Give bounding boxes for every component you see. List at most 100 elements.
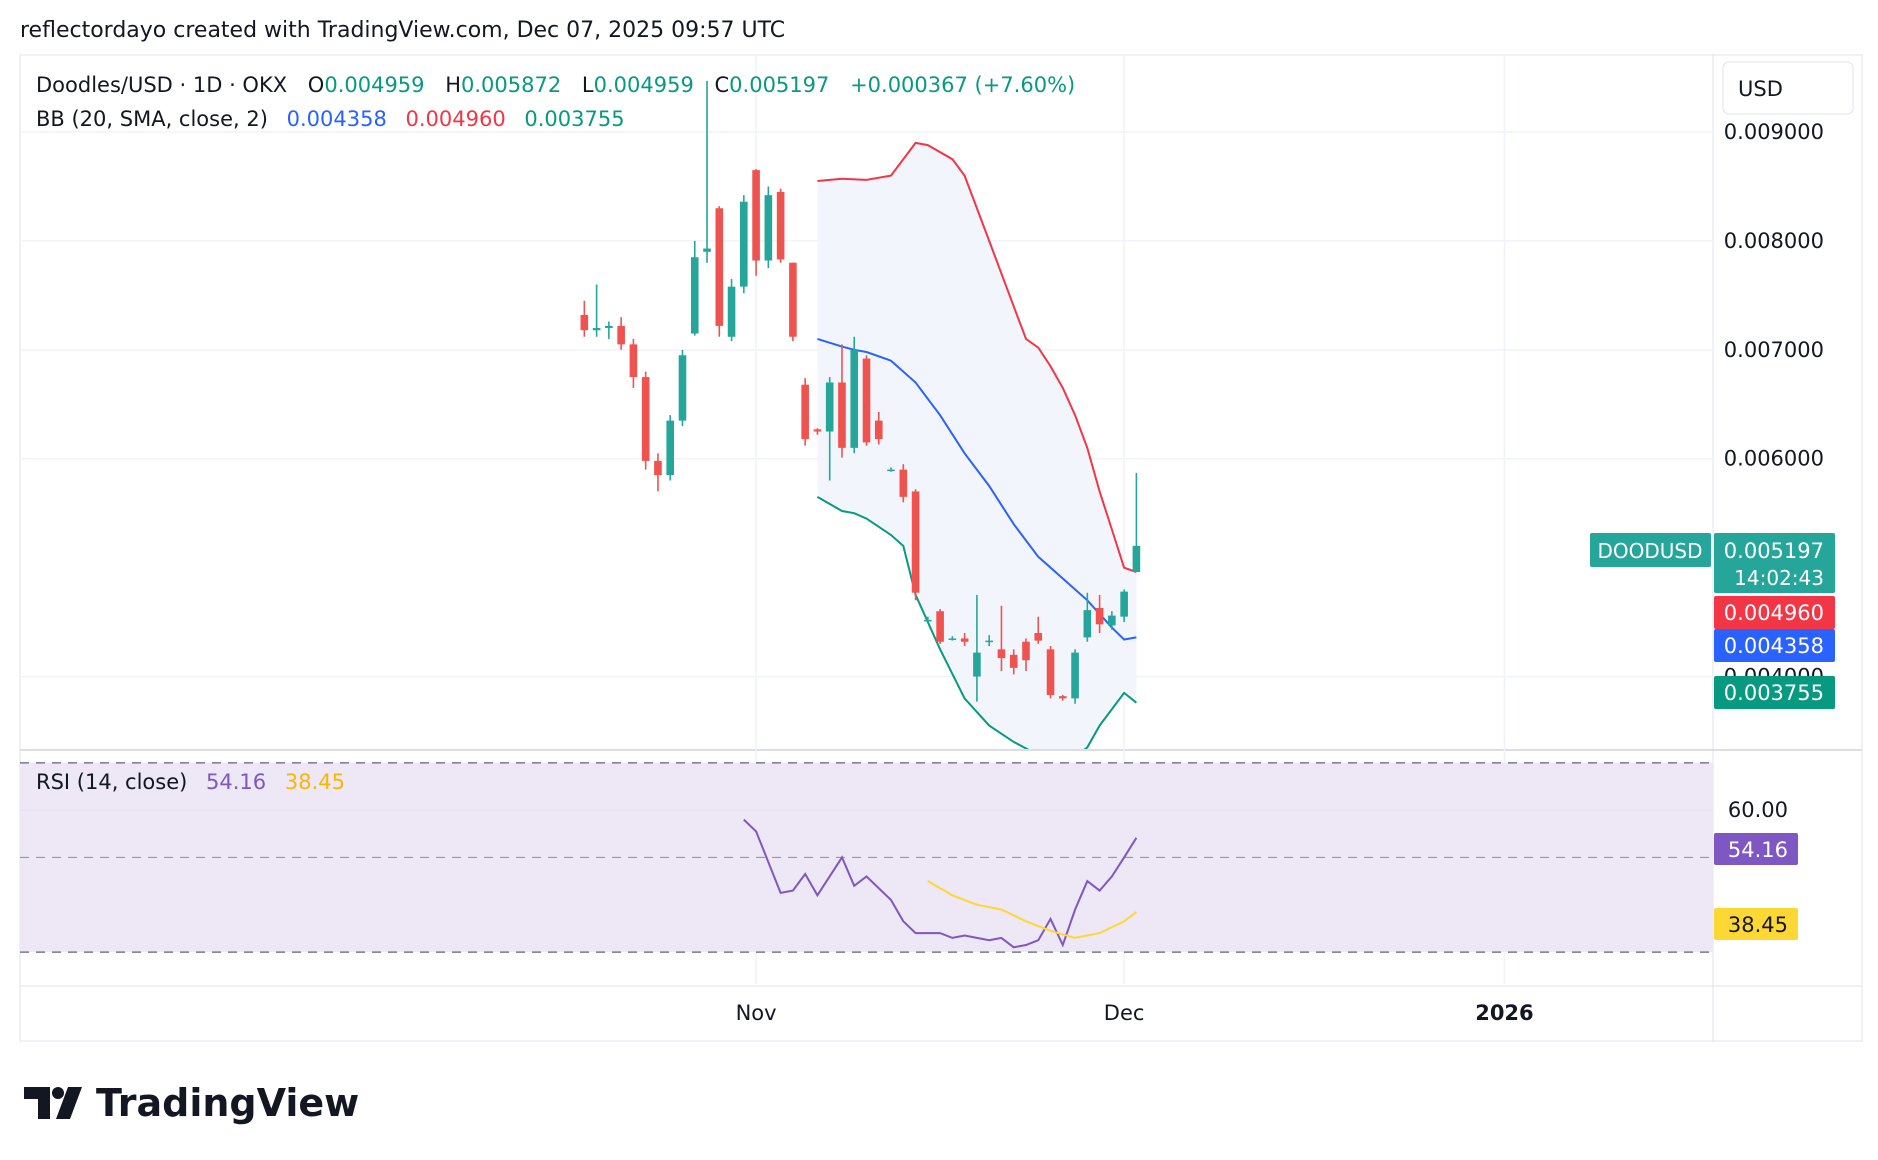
- rsi-ma-tag: 38.45: [1714, 908, 1798, 940]
- candle[interactable]: [789, 262, 797, 342]
- candle[interactable]: [1108, 611, 1116, 630]
- candle-body: [789, 262, 797, 337]
- candle[interactable]: [985, 635, 993, 647]
- tradingview-logo-text: TradingView: [96, 1081, 359, 1125]
- time-tick-label: Nov: [736, 1001, 777, 1025]
- candle[interactable]: [703, 80, 711, 263]
- candle[interactable]: [924, 616, 932, 623]
- candle[interactable]: [727, 279, 736, 342]
- low-label: L: [582, 73, 594, 97]
- candle-body: [580, 314, 589, 331]
- candle[interactable]: [1034, 616, 1043, 644]
- candle[interactable]: [862, 355, 871, 446]
- candle-body: [862, 358, 871, 443]
- candle[interactable]: [1132, 472, 1141, 573]
- candle-body: [678, 355, 687, 421]
- candle-body: [1058, 696, 1067, 699]
- candle[interactable]: [899, 464, 908, 503]
- candle[interactable]: [629, 338, 638, 388]
- candle[interactable]: [1120, 589, 1128, 623]
- candle-body: [801, 384, 809, 440]
- candle[interactable]: [801, 378, 809, 446]
- rsi-tick-label: 60.00: [1728, 798, 1788, 822]
- tradingview-logo[interactable]: TradingView: [24, 1081, 359, 1125]
- tradingview-logo-icon: [24, 1087, 82, 1119]
- candle-body: [936, 611, 944, 642]
- symbol-tag-text: DOODUSD: [1597, 539, 1702, 563]
- bb-basis-value: 0.004358: [287, 107, 387, 131]
- candle-body: [924, 619, 932, 622]
- open-value: 0.004959: [324, 73, 424, 97]
- candle[interactable]: [887, 467, 895, 472]
- candle-body: [764, 195, 773, 261]
- candle[interactable]: [1022, 638, 1030, 672]
- candle[interactable]: [1058, 695, 1067, 701]
- candle[interactable]: [997, 605, 1006, 672]
- candle[interactable]: [690, 240, 699, 336]
- candle-body: [592, 328, 601, 331]
- currency-button-label: USD: [1738, 77, 1783, 101]
- candle[interactable]: [580, 300, 589, 337]
- rsi-ma-tag-text: 38.45: [1728, 913, 1788, 937]
- candle-body: [703, 248, 711, 252]
- candle-body: [813, 429, 822, 432]
- candles[interactable]: [580, 80, 1141, 704]
- candle[interactable]: [776, 188, 785, 263]
- candle[interactable]: [1095, 594, 1104, 634]
- candle[interactable]: [1009, 649, 1018, 675]
- candle[interactable]: [617, 317, 625, 350]
- open-label: O: [308, 73, 325, 97]
- candle-body: [874, 420, 883, 440]
- candle-body: [985, 640, 993, 643]
- candle[interactable]: [715, 206, 724, 337]
- candle[interactable]: [678, 349, 687, 427]
- candle[interactable]: [605, 321, 613, 339]
- candle[interactable]: [973, 594, 981, 702]
- price-tick-label: 0.009000: [1724, 120, 1824, 144]
- rsi-tag-text: 54.16: [1728, 838, 1788, 862]
- candle-body: [960, 638, 969, 642]
- rsi-legend: RSI (14, close) 54.16 38.45: [36, 770, 345, 794]
- candle-body: [948, 638, 957, 640]
- candle[interactable]: [936, 609, 944, 644]
- candle[interactable]: [666, 415, 675, 481]
- candle[interactable]: [592, 284, 601, 337]
- bb-lower-tag: 0.003755: [1714, 676, 1835, 709]
- bb-label[interactable]: BB (20, SMA, close, 2): [36, 107, 268, 131]
- candle[interactable]: [948, 636, 957, 641]
- candle-body: [690, 257, 699, 334]
- candle[interactable]: [752, 169, 760, 276]
- bb-upper-tag-text: 0.004960: [1724, 601, 1824, 625]
- candle-body: [1022, 641, 1030, 661]
- candle[interactable]: [1083, 592, 1092, 642]
- candle[interactable]: [911, 489, 920, 601]
- candle-body: [617, 325, 625, 345]
- candle-body: [825, 382, 834, 432]
- candle[interactable]: [1071, 649, 1079, 704]
- candle[interactable]: [825, 377, 834, 481]
- time-tick-label: 2026: [1475, 1001, 1533, 1025]
- candle[interactable]: [874, 411, 883, 445]
- candle-body: [1132, 545, 1141, 573]
- candle[interactable]: [654, 453, 662, 492]
- candle[interactable]: [850, 336, 859, 454]
- bollinger-bands: [816, 141, 1138, 749]
- candle[interactable]: [1046, 646, 1055, 699]
- candle[interactable]: [838, 344, 846, 458]
- rsi-band-fill: [20, 762, 1713, 953]
- candle[interactable]: [641, 371, 650, 470]
- candle[interactable]: [813, 428, 822, 435]
- candle[interactable]: [960, 633, 969, 647]
- candle-body: [740, 201, 748, 287]
- rsi-label[interactable]: RSI (14, close): [36, 770, 187, 794]
- candle[interactable]: [764, 186, 773, 269]
- candle-body: [605, 325, 613, 329]
- candle[interactable]: [740, 195, 748, 294]
- candle-body: [654, 460, 662, 476]
- symbol-line[interactable]: Doodles/USD · 1D · OKX: [36, 73, 287, 97]
- countdown-text: 14:02:43: [1734, 566, 1824, 590]
- rsi-pane[interactable]: [20, 762, 1713, 953]
- bb-lower-value: 0.003755: [524, 107, 624, 131]
- currency-button[interactable]: USD: [1722, 61, 1854, 115]
